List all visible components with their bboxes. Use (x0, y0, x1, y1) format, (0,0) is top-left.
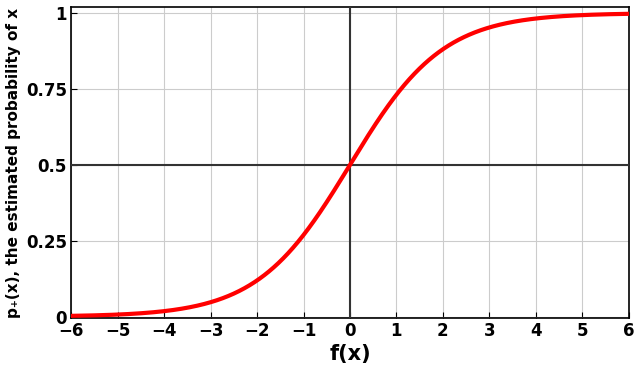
X-axis label: f(x): f(x) (329, 344, 371, 364)
Y-axis label: p₊(x), the estimated probability of x: p₊(x), the estimated probability of x (6, 7, 20, 317)
